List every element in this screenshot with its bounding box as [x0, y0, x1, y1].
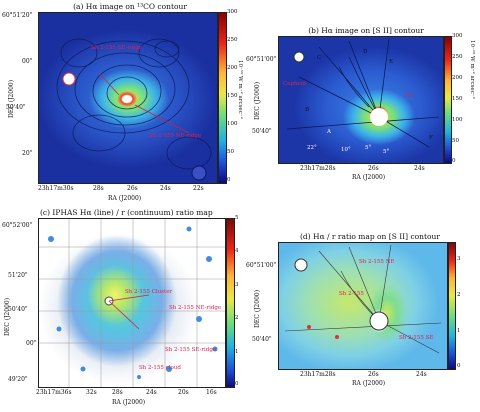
panel-b-cbtick-6: 0	[452, 158, 456, 164]
panel-c-cbtick-3: 2	[235, 315, 239, 321]
panel-c-ytick-1: 51'20"	[8, 272, 28, 279]
panel-d-annot-main: Sh 2-155	[339, 291, 364, 297]
panel-d-ylabel: DEC (J2000)	[254, 289, 261, 328]
panel-b-letter-f: F	[429, 135, 433, 141]
panel-a-cbtick-0: 300	[227, 9, 238, 15]
panel-c-xtick-5: 16s	[206, 389, 217, 396]
panel-d-xlabel: RA (J2000)	[352, 380, 386, 387]
panel-c-ytick-0: 60°52'00"	[2, 222, 33, 229]
panel-a-title: (a) Hα image on ¹³CO contour	[73, 2, 187, 11]
panel-c-annot-ne: Sh 2-155 NE-ridge	[169, 305, 222, 311]
panel-d-image: Sh 2-155 NE Sh 2-155 SE Sh 2-155	[278, 242, 448, 370]
panel-a-image: Sh 2-155 SE-ridge Sh 2-155 NE-ridge	[38, 12, 218, 184]
panel-b-cblabel: 10⁻¹⁹ W m⁻² arcsec⁻²	[469, 40, 475, 99]
panel-b-cbtick-2: 200	[452, 75, 463, 81]
panel-b-letter-d: D	[363, 49, 368, 55]
panel-c-cbtick-5: 0	[235, 381, 239, 387]
panel-d-ytick-1: 50'40"	[252, 336, 272, 343]
panel-b-ytick-0: 60°51'00"	[246, 56, 277, 63]
panel-a-xtick-1: 28s	[93, 185, 104, 192]
panel-c-colorbar	[226, 218, 235, 388]
panel-a-colorbar	[218, 12, 227, 184]
panel-d-cbtick-2: 1	[457, 328, 461, 334]
panel-a-annot-1: Sh 2-155 SE-ridge	[91, 45, 143, 51]
panel-c-ytick-3: 00"	[26, 340, 37, 347]
panel-b-cbtick-0: 300	[452, 33, 463, 39]
panel-c-annot-cluster: Sh 2-155 Cluster	[125, 289, 173, 295]
panel-d-ytick-0: 60°51'00"	[246, 262, 277, 269]
panel-d-cbtick-3: 0	[457, 363, 461, 369]
panel-d-cbtick-0: 3	[457, 256, 461, 262]
panel-c-xtick-2: 28s	[112, 389, 123, 396]
panel-b-letter-e: E	[389, 59, 394, 65]
panel-b-letter-b: B	[305, 107, 310, 113]
panel-a-xtick-3: 24s	[160, 185, 171, 192]
panel-d-annot-se: Sh 2-155 SE	[399, 335, 434, 341]
panel-b-letter-a: A	[327, 129, 331, 135]
panel-a-xtick-4: 22s	[193, 185, 204, 192]
panel-d-colorbar	[448, 242, 456, 370]
panel-c-ytick-2: 50'40"	[8, 306, 28, 313]
panel-b-colorbar	[444, 36, 452, 164]
panel-b-ytick-1: 50'40"	[252, 128, 272, 135]
panel-d-xtick-2: 24s	[416, 371, 427, 378]
panel-b-annot-n5: N5	[405, 93, 414, 99]
panel-a-ytick-3: 20"	[22, 150, 33, 157]
panel-a-ylabel: DEC (J2000)	[8, 79, 15, 118]
panel-b-cbtick-5: 50	[452, 138, 459, 144]
panel-d-xtick-0: 23h17m28s	[300, 371, 336, 378]
panel-b-angle-2: 10°	[341, 147, 351, 153]
panel-a-xlabel: RA (J2000)	[108, 195, 142, 202]
panel-a-ytick-0: 60°51'20"	[2, 12, 33, 19]
panel-a-ytick-2: 50'40"	[6, 104, 26, 111]
panel-b-angle-3: 5°	[365, 145, 372, 151]
panel-b-ylabel: DEC (J2000)	[254, 81, 261, 120]
panel-b-cbtick-3: 150	[452, 96, 463, 102]
panel-c-xlabel: RA (J2000)	[112, 399, 146, 406]
panel-c-xtick-4: 20s	[178, 389, 189, 396]
panel-c-cbtick-0: 5	[235, 215, 239, 221]
panel-b-annot-cepheid: Cepheid	[283, 81, 307, 87]
panel-b-xtick-1: 26s	[368, 165, 379, 172]
panel-c-cbtick-2: 3	[235, 282, 239, 288]
panel-c-annot-cloud: Sh 2-155 cloud	[139, 365, 181, 371]
panel-b-xlabel: RA (J2000)	[352, 174, 386, 181]
panel-b-xtick-0: 23h17m28s	[300, 165, 336, 172]
panel-a-xtick-2: 26s	[127, 185, 138, 192]
panel-b-letter-c: C	[317, 55, 322, 61]
panel-b-cbtick-1: 250	[452, 54, 463, 60]
panel-c-image: Sh 2-155 Cluster Sh 2-155 NE-ridge Sh 2-…	[38, 218, 226, 388]
panel-b-title: (b) Hα image on [S II] contour	[308, 26, 424, 35]
panel-c-cbtick-4: 1	[235, 349, 239, 355]
panel-c-annot-se: Sh 2-155 SE-ridge	[165, 347, 217, 353]
panel-b-cbtick-4: 100	[452, 117, 463, 123]
panel-d-xtick-1: 26s	[368, 371, 379, 378]
panel-a-cbtick-2: 200	[227, 65, 238, 71]
panel-a-ytick-1: 00"	[22, 58, 33, 65]
panel-a-xtick-0: 23h17m30s	[38, 185, 74, 192]
panel-c-ylabel: DEC (J2000)	[4, 297, 11, 336]
panel-c-ytick-4: 49'20"	[8, 376, 28, 383]
panel-b-image: C D E B A F 22° 10° 5° 5° Cepheid N5	[278, 36, 444, 164]
panel-c-xtick-0: 23h17m36s	[36, 389, 72, 396]
panel-d-annot-ne: Sh 2-155 NE	[359, 259, 395, 265]
panel-c-title: (c) IPHAS Hα (line) / r (continuum) rati…	[40, 208, 213, 217]
panel-b-angle-1: 22°	[307, 145, 317, 151]
panel-a-cblabel: 10⁻¹⁹ W m⁻² arcsec⁻²	[237, 60, 243, 119]
panel-c-cbtick-1: 4	[235, 248, 239, 254]
panel-c-xtick-3: 24s	[146, 389, 157, 396]
panel-b-angle-4: 5°	[383, 149, 390, 155]
panel-a-cbtick-6: 0	[227, 177, 231, 183]
panel-c-xtick-1: 32s	[86, 389, 97, 396]
panel-d-cbtick-1: 2	[457, 292, 461, 298]
panel-a-annot-3: Sh 2-155 NE-ridge	[149, 133, 202, 139]
panel-d-title: (d) Hα / r ratio map on [S II] contour	[300, 232, 440, 241]
panel-a-cbtick-1: 250	[227, 37, 238, 43]
panel-b-xtick-2: 24s	[414, 165, 425, 172]
panel-a-cbtick-4: 100	[227, 121, 238, 127]
panel-a-cbtick-3: 150	[227, 93, 238, 99]
panel-a-cbtick-5: 50	[227, 149, 234, 155]
